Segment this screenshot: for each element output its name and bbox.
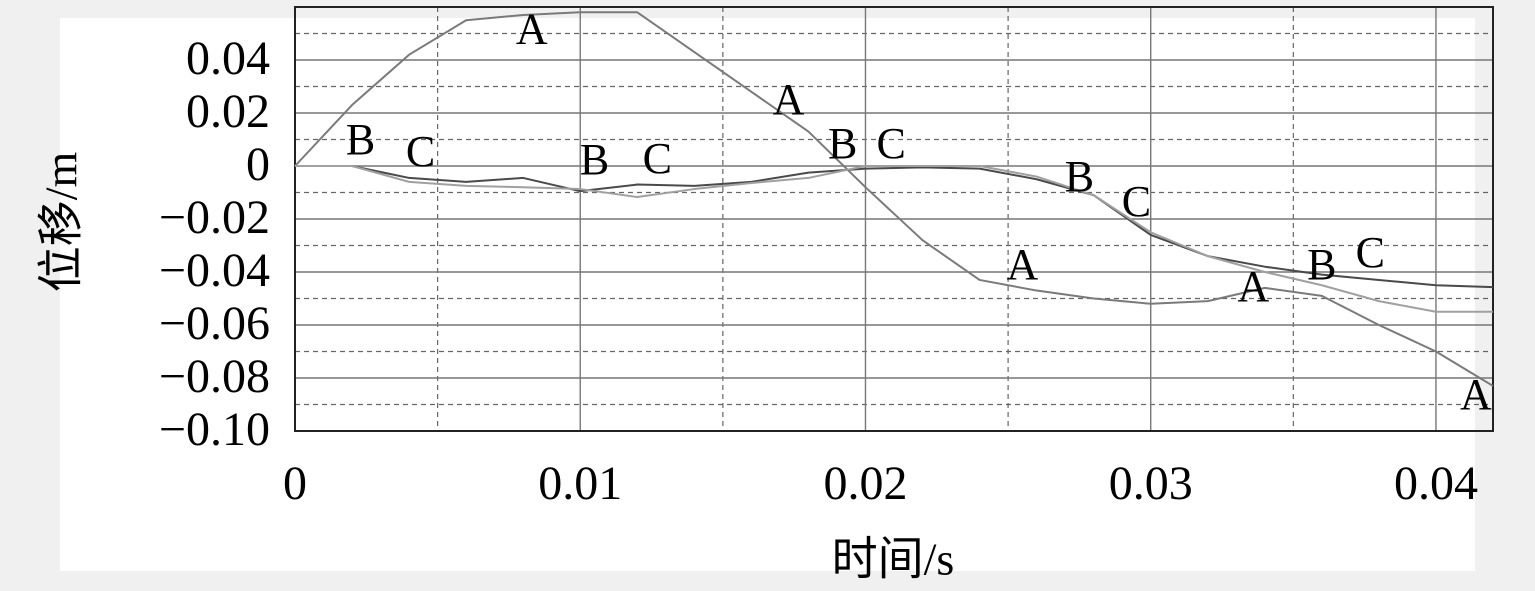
annotation: A <box>1006 240 1038 289</box>
x-tick-label: 0.03 <box>1109 457 1193 510</box>
series-line <box>294 11 1494 387</box>
annotation: C <box>1356 228 1385 277</box>
annotation: A <box>773 75 805 124</box>
x-tick-label: 0.04 <box>1394 457 1478 510</box>
x-tick-label: 0.02 <box>823 457 907 510</box>
annotation: A <box>1238 262 1270 311</box>
y-tick-label: −0.10 <box>159 403 270 456</box>
y-tick-label: 0.04 <box>186 32 270 85</box>
annotation: B <box>1065 152 1094 201</box>
plot-frame <box>294 6 1494 432</box>
y-tick-label: 0.02 <box>186 85 270 138</box>
annotation: C <box>1122 177 1151 226</box>
y-tick-label: −0.08 <box>159 350 270 403</box>
y-tick-label: −0.02 <box>159 191 270 244</box>
series-line <box>295 165 1493 313</box>
annotation: B <box>580 135 609 184</box>
y-axis-title: 位移/m <box>36 152 87 293</box>
x-tick-label: 0 <box>283 457 307 510</box>
annotation: A <box>516 5 548 54</box>
annotation: B <box>1307 240 1336 289</box>
x-axis-title: 时间/s <box>832 534 955 585</box>
y-tick-label: 0 <box>246 138 270 191</box>
annotation: C <box>876 119 905 168</box>
annotation: B <box>828 119 857 168</box>
series-line <box>295 165 1494 289</box>
annotation: B <box>346 115 375 164</box>
y-tick-label: −0.06 <box>159 297 270 350</box>
y-tick-label: −0.04 <box>159 244 270 297</box>
x-tick-label: 0.01 <box>538 457 622 510</box>
annotation: C <box>406 127 435 176</box>
annotation: A <box>1460 370 1492 419</box>
annotation: C <box>643 134 672 183</box>
